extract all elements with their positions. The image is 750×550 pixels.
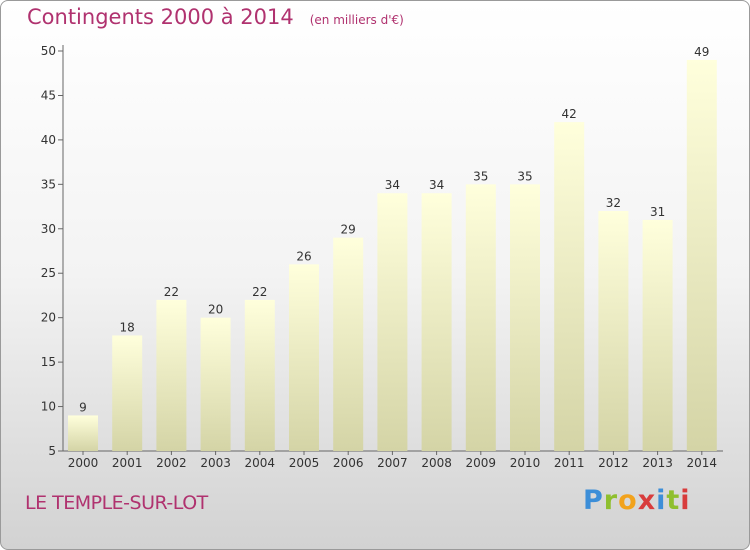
value-label: 32 bbox=[606, 196, 621, 210]
value-labels: 9 18 22 20 22 26 29 34 34 35 35 42 32 31 49 bbox=[79, 45, 709, 415]
value-label: 49 bbox=[694, 45, 709, 59]
value-label: 29 bbox=[341, 223, 356, 237]
x-tick-label: 2001 bbox=[112, 456, 143, 470]
value-label: 9 bbox=[79, 400, 87, 414]
x-tick-label: 2014 bbox=[687, 456, 718, 470]
y-tick-label: 15 bbox=[41, 355, 56, 369]
bar-2005 bbox=[289, 264, 319, 451]
x-tick-label: 2012 bbox=[598, 456, 629, 470]
bar-2004 bbox=[244, 299, 275, 451]
x-tick-label: 2006 bbox=[333, 456, 364, 470]
x-tick-label: 2002 bbox=[156, 456, 187, 470]
bar-2014 bbox=[686, 59, 717, 452]
value-label: 31 bbox=[650, 205, 665, 219]
bar-2012 bbox=[598, 211, 629, 451]
x-tick-label: 2010 bbox=[510, 456, 541, 470]
bar-2008 bbox=[421, 193, 452, 451]
x-tick-label: 2008 bbox=[421, 456, 452, 470]
bar-2007 bbox=[377, 193, 408, 451]
value-label: 22 bbox=[164, 285, 179, 299]
bar-2001 bbox=[112, 335, 143, 451]
axes: 5 10 15 20 25 30 35 40 45 50 2000 2001 2002 2003 2004 2… bbox=[41, 44, 723, 470]
value-label: 20 bbox=[208, 303, 223, 317]
x-tick-label: 2005 bbox=[289, 456, 320, 470]
chart-subtitle: (en milliers d'€) bbox=[309, 13, 404, 27]
proxiti-logo[interactable]: Proxiti bbox=[583, 485, 691, 516]
bars-group bbox=[68, 59, 717, 452]
value-label: 34 bbox=[429, 178, 444, 192]
y-tick-label: 10 bbox=[41, 400, 56, 414]
y-tick-label: 45 bbox=[41, 88, 56, 102]
x-tick-label: 2009 bbox=[466, 456, 497, 470]
y-tick-label: 40 bbox=[41, 133, 56, 147]
value-label: 34 bbox=[385, 178, 400, 192]
x-tick-label: 2013 bbox=[642, 456, 673, 470]
bar-2009 bbox=[465, 184, 496, 452]
x-tick-label: 2007 bbox=[377, 456, 408, 470]
commune-name: LE TEMPLE-SUR-LOT bbox=[25, 492, 208, 514]
title-row: Contingents 2000 à 2014 (en milliers d'€… bbox=[27, 5, 404, 37]
value-label: 22 bbox=[252, 285, 267, 299]
value-label: 42 bbox=[562, 107, 577, 121]
y-tick-label: 20 bbox=[41, 311, 56, 325]
bar-2013 bbox=[642, 219, 673, 451]
bar-2000 bbox=[68, 415, 98, 451]
x-tick-label: 2000 bbox=[68, 456, 99, 470]
x-tick-label: 2004 bbox=[245, 456, 276, 470]
y-tick-label: 5 bbox=[48, 444, 56, 458]
value-label: 18 bbox=[120, 320, 135, 334]
value-label: 35 bbox=[517, 169, 532, 183]
bar-2010 bbox=[510, 184, 540, 452]
value-label: 35 bbox=[473, 169, 488, 183]
bar-2006 bbox=[333, 237, 364, 451]
x-tick-label: 2011 bbox=[554, 456, 585, 470]
x-tick-label: 2003 bbox=[200, 456, 231, 470]
bar-2003 bbox=[200, 317, 231, 451]
bar-2002 bbox=[156, 299, 187, 451]
bar-2011 bbox=[554, 122, 585, 451]
chart-title: Contingents 2000 à 2014 bbox=[27, 5, 294, 29]
y-tick-label: 25 bbox=[41, 266, 56, 280]
y-tick-label: 50 bbox=[41, 44, 56, 58]
y-tick-label: 35 bbox=[41, 177, 56, 191]
value-label: 26 bbox=[296, 249, 311, 263]
y-tick-label: 30 bbox=[41, 222, 56, 236]
